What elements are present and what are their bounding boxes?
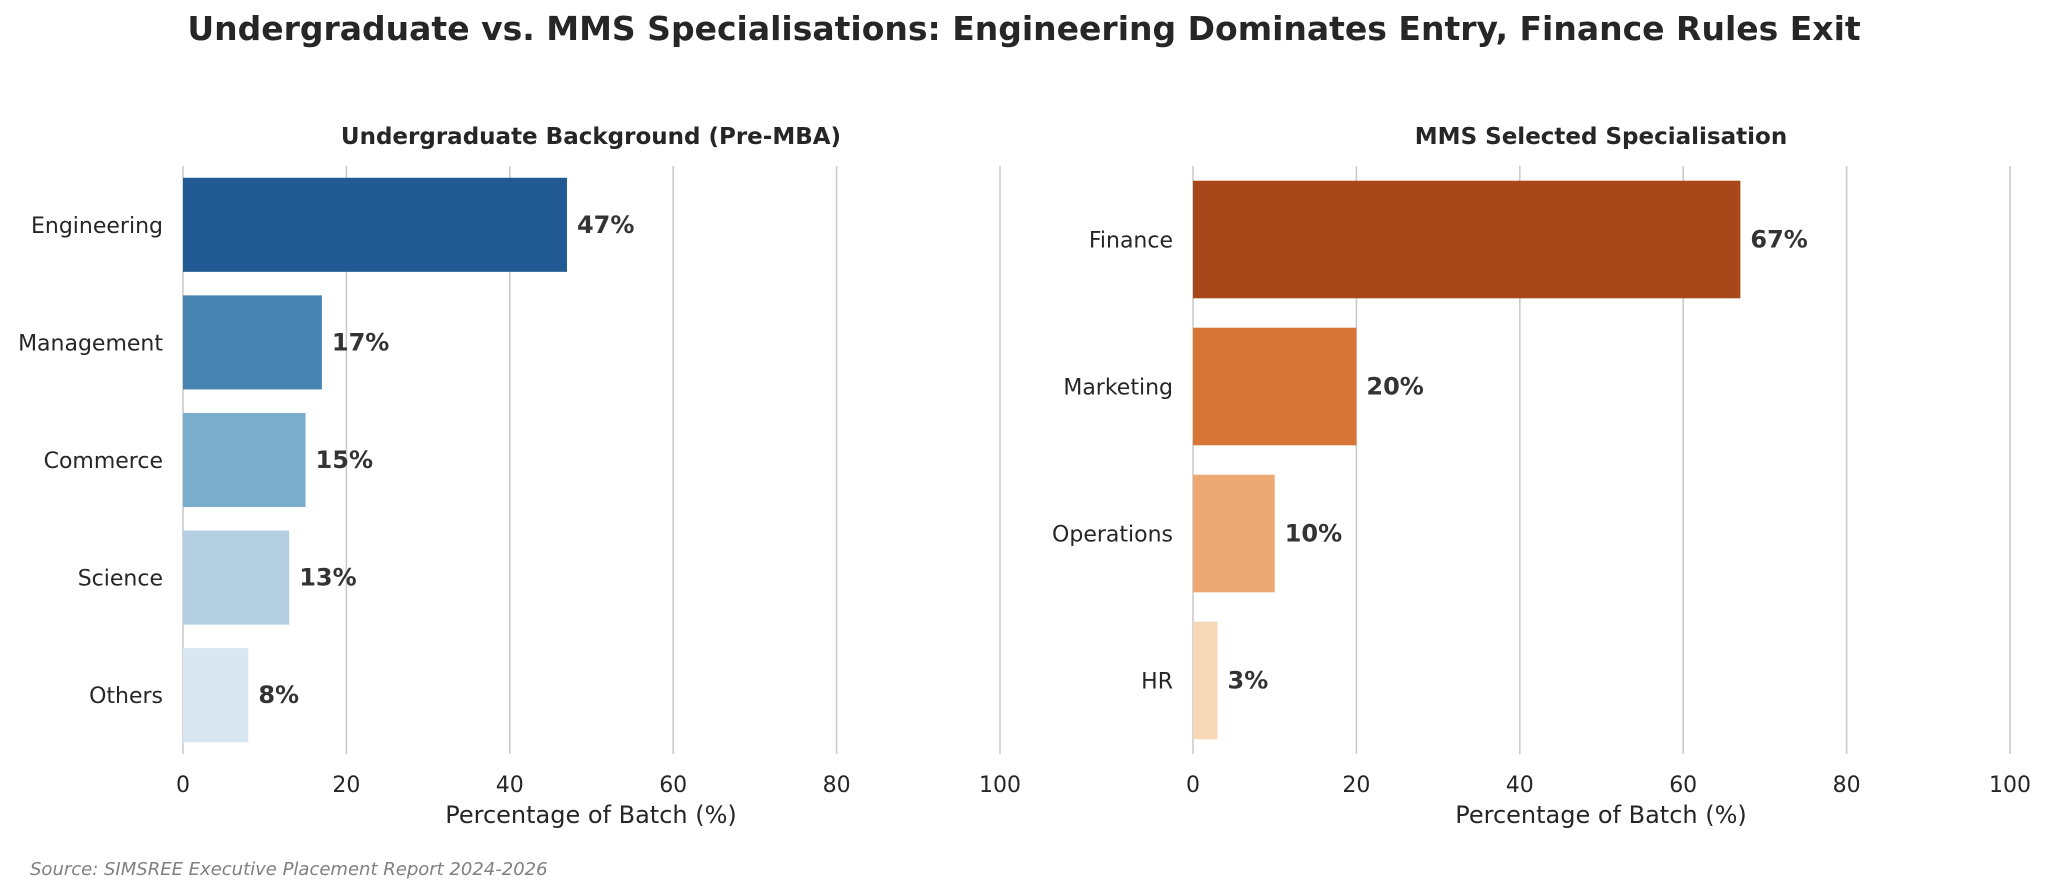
category-label-others: Others [89,684,163,709]
undergraduate-background-chart: Undergraduate Background (Pre-MBA) 0 20 40 6… [18,124,1021,829]
x-tick-label-100: 100 [1989,773,2031,798]
x-tick-label-100: 100 [979,773,1021,798]
value-label-engineering: 47% [577,211,634,239]
category-label-management: Management [18,331,163,356]
mms-specialisation-chart: MMS Selected Specialisation 0 20 40 60 80 100 F… [1052,124,2031,829]
category-label-finance: Finance [1089,229,1173,254]
undergraduate-chart-title: Undergraduate Background (Pre-MBA) [341,124,841,150]
category-label-engineering: Engineering [31,214,163,239]
undergraduate-x-axis-label: Percentage of Batch (%) [445,801,737,829]
x-tick-label-60: 60 [1669,773,1697,798]
value-label-science: 13% [299,564,356,592]
x-tick-label-0: 0 [1186,773,1200,798]
value-label-operations: 10% [1285,520,1342,548]
category-label-hr: HR [1141,670,1173,695]
bar-management [183,295,322,390]
x-tick-label-20: 20 [332,773,360,798]
category-label-marketing: Marketing [1063,376,1173,401]
figure-title: Undergraduate vs. MMS Specialisations: E… [187,9,1861,48]
category-label-operations: Operations [1052,523,1173,548]
bar-marketing [1193,327,1357,446]
bar-operations [1193,474,1275,593]
x-tick-label-80: 80 [823,773,851,798]
value-label-others: 8% [258,681,299,709]
source-note: Source: SIMSREE Executive Placement Repo… [30,859,548,880]
bar-others [183,648,249,743]
value-label-hr: 3% [1228,667,1269,695]
bar-hr [1193,621,1218,740]
value-label-finance: 67% [1750,226,1807,254]
bar-science [183,530,290,625]
x-tick-label-40: 40 [496,773,524,798]
x-tick-label-60: 60 [659,773,687,798]
bar-finance [1193,180,1741,299]
x-tick-label-0: 0 [176,773,190,798]
x-tick-label-80: 80 [1833,773,1861,798]
bar-engineering [183,177,567,272]
value-label-marketing: 20% [1366,373,1423,401]
mms-x-axis-label: Percentage of Batch (%) [1455,801,1747,829]
category-label-science: Science [78,567,163,592]
x-tick-label-20: 20 [1342,773,1370,798]
mms-chart-title: MMS Selected Specialisation [1415,124,1787,150]
value-label-management: 17% [332,328,389,356]
x-tick-label-40: 40 [1506,773,1534,798]
value-label-commerce: 15% [316,446,373,474]
bar-commerce [183,412,306,508]
category-label-commerce: Commerce [44,449,163,474]
